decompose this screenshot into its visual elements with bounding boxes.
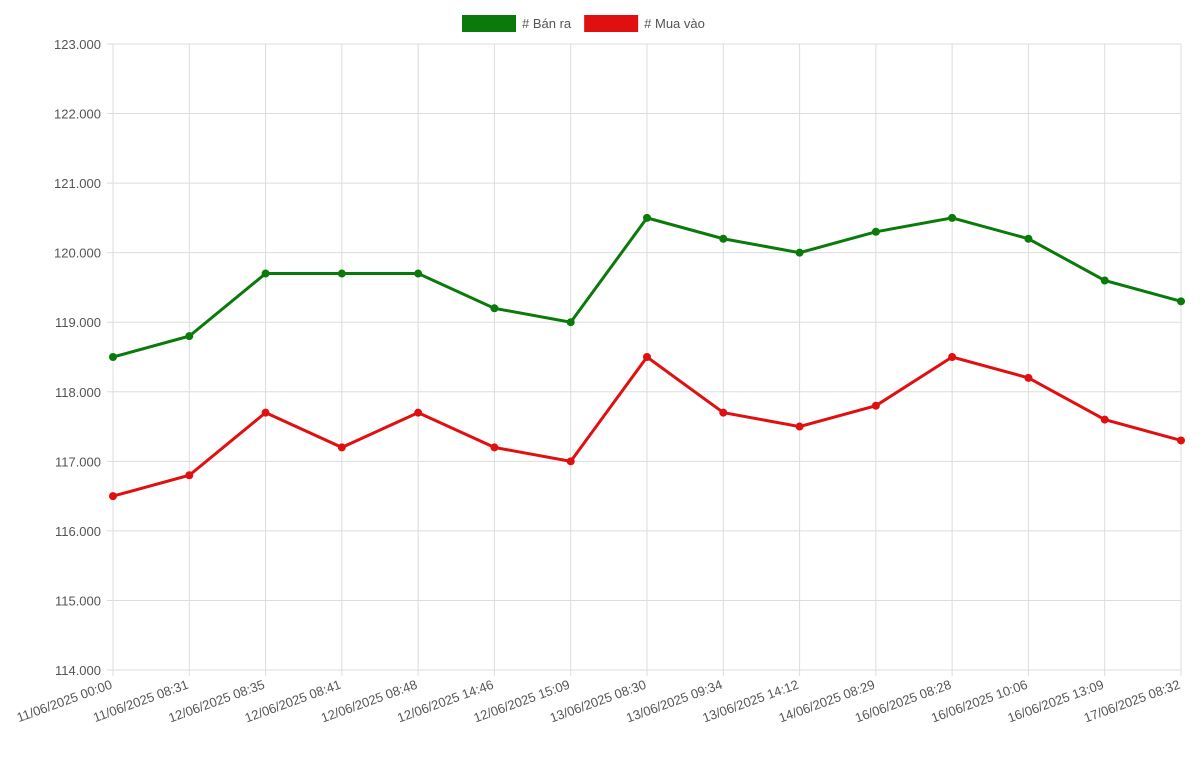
y-tick-label: 120.000 [54, 246, 101, 261]
point [337, 269, 346, 278]
point [643, 213, 651, 222]
y-tick-label: 118.000 [55, 385, 101, 400]
point [109, 353, 117, 361]
legend-swatch [462, 15, 516, 32]
legend-swatch [584, 15, 639, 32]
y-tick-label: 117.000 [55, 454, 101, 469]
point [948, 213, 957, 222]
point [1177, 297, 1185, 306]
point [490, 443, 499, 452]
point [490, 304, 499, 313]
point [414, 269, 423, 278]
point [948, 353, 957, 361]
point [337, 443, 346, 452]
point [719, 234, 728, 243]
y-tick-label: 119.000 [55, 315, 101, 330]
point [185, 471, 194, 480]
point [795, 248, 804, 257]
point [795, 422, 804, 431]
point [261, 408, 270, 417]
y-tick-label: 123.000 [54, 37, 101, 52]
y-tick-label: 116.000 [55, 524, 101, 539]
y-tick-label: 121.000 [54, 176, 101, 191]
point [871, 227, 880, 236]
point [109, 492, 117, 501]
y-tick-label: 114.000 [55, 663, 101, 678]
point [643, 353, 651, 361]
point [414, 408, 423, 417]
point [719, 408, 728, 417]
point [1100, 415, 1109, 424]
legend-label: # Mua vào [644, 16, 705, 31]
point [261, 269, 270, 278]
point [566, 318, 575, 327]
point [185, 332, 194, 341]
point [1024, 373, 1033, 382]
point [871, 401, 880, 410]
point [1100, 276, 1109, 285]
y-tick-label: 122.000 [54, 107, 101, 122]
legend-label: # Bán ra [522, 16, 572, 31]
point [1024, 234, 1033, 243]
point [1177, 436, 1185, 445]
y-tick-label: 115.000 [55, 593, 101, 608]
point [566, 457, 575, 466]
